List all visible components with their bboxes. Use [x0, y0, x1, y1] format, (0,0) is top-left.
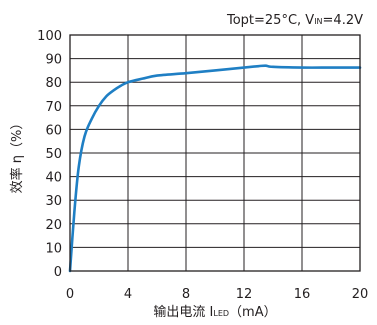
efficiency-curve [68, 64, 362, 273]
x-tick-label: 4 [124, 287, 132, 302]
annotation-subscript: IN [314, 17, 322, 26]
y-tick-label: 0 [54, 265, 62, 280]
y-tick-label: 80 [45, 76, 62, 91]
y-tick-label: 10 [45, 241, 62, 256]
y-axis-label: 效率 η（%） [9, 117, 25, 194]
plot-frame [69, 34, 361, 272]
x-tick-label: 8 [182, 287, 190, 302]
x-tick-label: 16 [294, 287, 311, 302]
x-tick-label: 0 [66, 287, 74, 302]
y-tick-label: 90 [45, 53, 62, 68]
y-tick-label: 60 [45, 123, 62, 138]
y-tick-label: 100 [37, 29, 62, 44]
x-axis-label: 输出电流 ILED（mA） [153, 304, 276, 320]
y-tick-label: 20 [45, 218, 62, 233]
x-tick-label: 20 [352, 287, 369, 302]
chart-annotation: Topt=25°C, VIN=4.2V [226, 13, 363, 28]
tick-labels: 0 10 20 30 40 50 60 70 80 90 100 0 4 8 12 16 20 [37, 29, 368, 302]
y-tick-label: 70 [45, 100, 62, 115]
series-layer [68, 64, 362, 273]
y-tick-label: 30 [45, 194, 62, 209]
y-tick-label: 40 [45, 171, 62, 186]
x-tick-label: 12 [236, 287, 253, 302]
x-axis-label-subscript: LED [213, 309, 229, 318]
y-tick-label: 50 [45, 147, 62, 162]
